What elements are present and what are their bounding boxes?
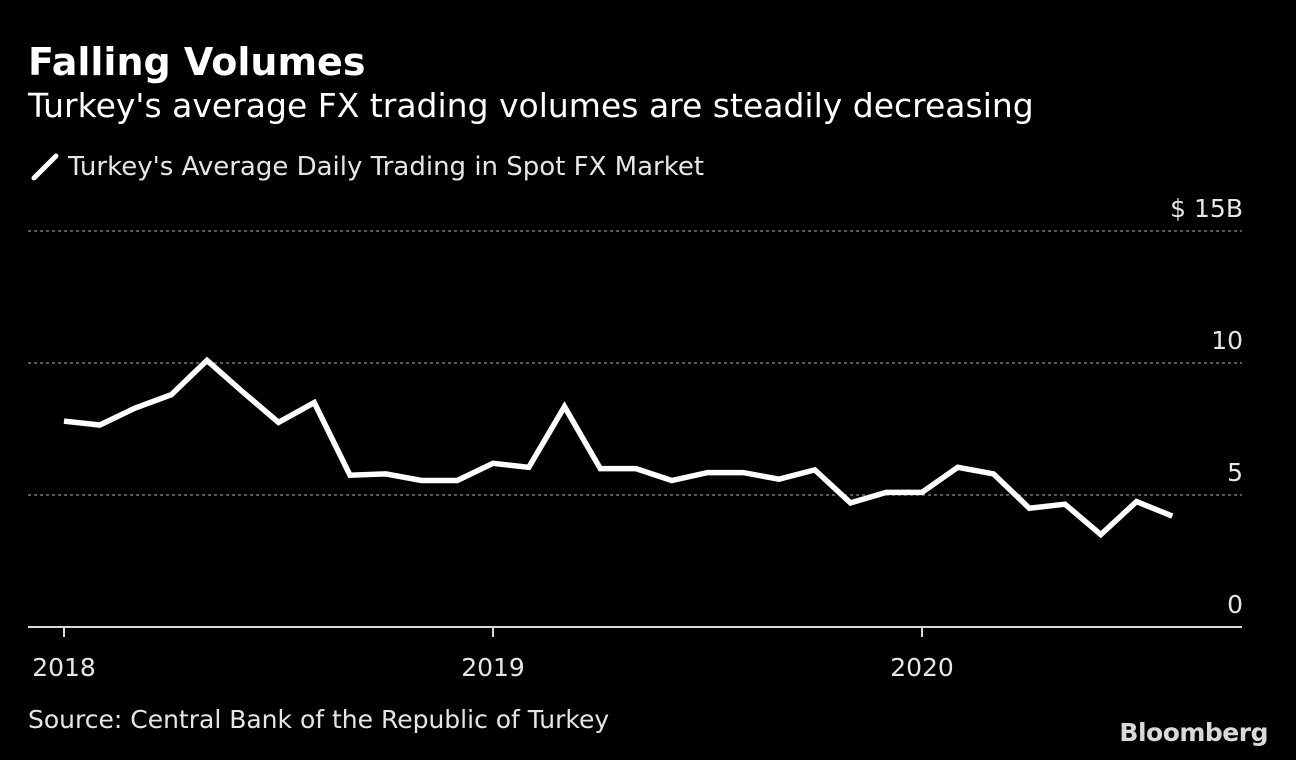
y-tick-label: 10 [1211,326,1243,355]
chart-title: Falling Volumes [28,40,366,84]
source-note: Source: Central Bank of the Republic of … [28,705,610,734]
legend-label: Turkey's Average Daily Trading in Spot F… [68,152,705,182]
series-line [63,356,1174,539]
x-tick-label: 2018 [32,653,96,682]
y-tick-label: $ 15B [1170,194,1243,223]
x-tick-label: 2020 [890,653,954,682]
chart-subtitle: Turkey's average FX trading volumes are … [28,86,1034,125]
x-tick-label: 2019 [461,653,525,682]
legend: Turkey's Average Daily Trading in Spot F… [30,150,704,184]
legend-line-icon [31,153,59,181]
y-tick-label: 5 [1227,458,1243,487]
bloomberg-logo: Bloomberg [1119,718,1268,747]
y-tick-label: 0 [1227,590,1243,619]
